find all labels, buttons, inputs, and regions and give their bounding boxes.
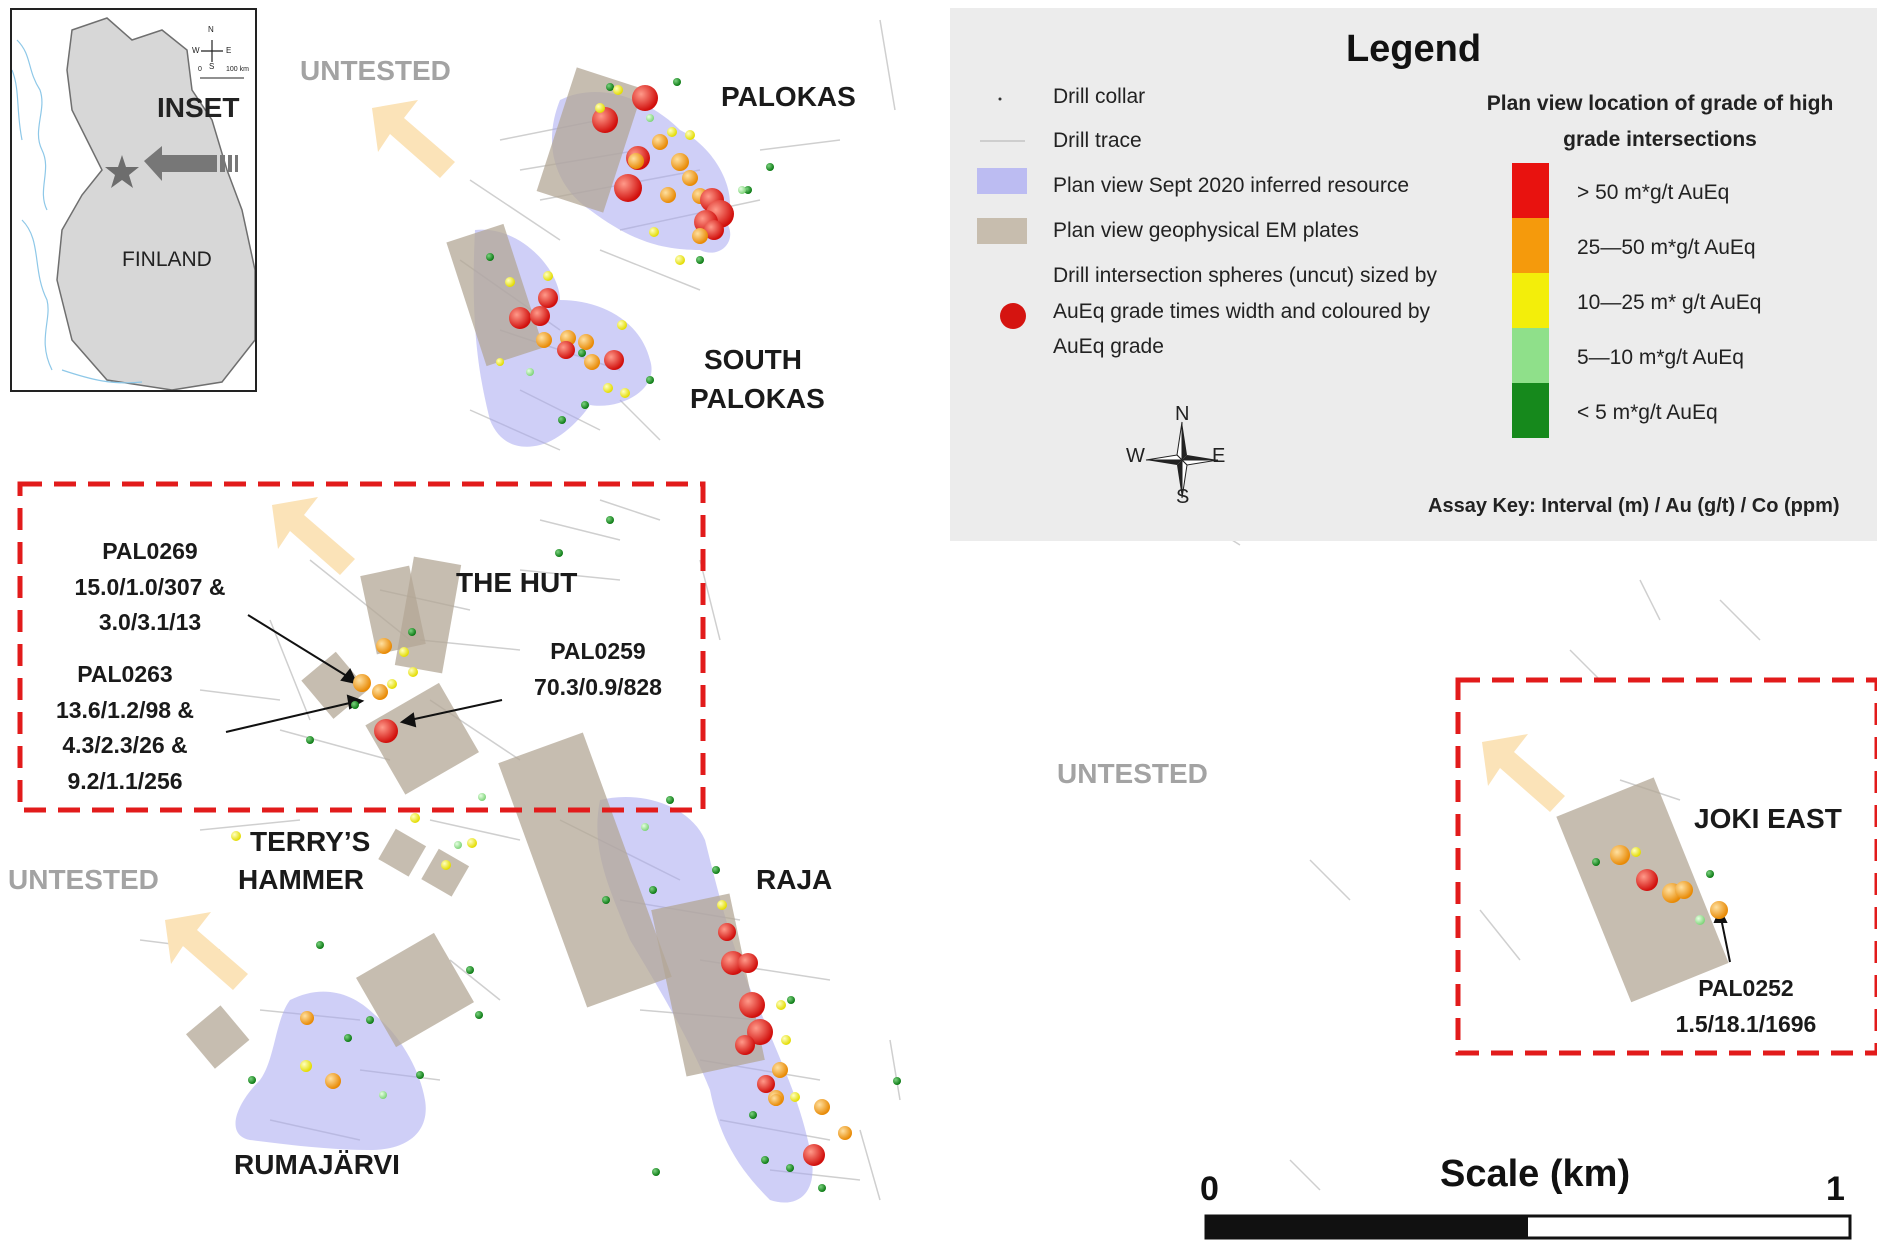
compass-s: S bbox=[1176, 486, 1190, 508]
inset-compass-w: W bbox=[192, 46, 200, 55]
legend-resource-label: Plan view Sept 2020 inferred resource bbox=[1053, 174, 1410, 197]
grade-label-25-50: 25—50 m*g/t AuEq bbox=[1577, 236, 1756, 259]
prospect-raja: RAJA bbox=[756, 864, 833, 895]
assay-pal0259: PAL0259 70.3/0.9/828 bbox=[508, 638, 688, 701]
grade-swatch-lt5 bbox=[1512, 383, 1549, 438]
grade-label-10-25: 10—25 m* g/t AuEq bbox=[1577, 291, 1762, 314]
assay-pal0263-line1: 13.6/1.2/98 & bbox=[55, 696, 195, 723]
assay-pal0252-hole: PAL0252 bbox=[1698, 975, 1794, 1001]
legend-trace-label: Drill trace bbox=[1053, 129, 1142, 152]
legend-compass bbox=[1145, 421, 1219, 499]
legend-collar-symbol bbox=[998, 97, 1002, 101]
star-marker bbox=[105, 155, 139, 188]
grade-swatch-5-10 bbox=[1512, 328, 1549, 383]
legend-collar-label: Drill collar bbox=[1053, 85, 1146, 108]
prospect-the-hut: THE HUT bbox=[456, 567, 578, 598]
assay-pal0269-hole: PAL0269 bbox=[102, 538, 198, 564]
inset-map: N S W E 0 100 km INSET FINLAND bbox=[10, 8, 257, 392]
compass-w: W bbox=[1126, 445, 1145, 467]
legend-em-swatch bbox=[977, 218, 1027, 244]
legend-spheres-label-3: AuEq grade bbox=[1053, 335, 1164, 358]
grade-label-lt5: < 5 m*g/t AuEq bbox=[1577, 401, 1718, 424]
scale-title: Scale (km) bbox=[1440, 1153, 1631, 1195]
scale-bar bbox=[1204, 1214, 1852, 1240]
drill-collars bbox=[248, 78, 1714, 1192]
legend-large-sphere bbox=[1000, 303, 1026, 329]
assay-pal0259-line1: 70.3/0.9/828 bbox=[534, 673, 662, 700]
prospect-terrys-hammer-2: HAMMER bbox=[238, 864, 364, 895]
untested-arrows bbox=[165, 100, 1565, 990]
finland-outline bbox=[12, 10, 255, 390]
assay-pal0263: PAL0263 13.6/1.2/98 & 4.3/2.3/26 & 9.2/1… bbox=[30, 661, 220, 795]
untested-label-east: UNTESTED bbox=[1057, 758, 1208, 789]
prospect-terrys-hammer-1: TERRY’S bbox=[250, 826, 371, 857]
assay-pal0263-line2: 4.3/2.3/26 & bbox=[62, 732, 188, 759]
compass-e: E bbox=[1212, 445, 1226, 467]
grade-heading-1: Plan view location of grade of high bbox=[1486, 92, 1834, 115]
legend-small-sphere bbox=[975, 313, 985, 323]
prospect-south-palokas-1: SOUTH bbox=[704, 344, 802, 375]
scale-start: 0 bbox=[1200, 1170, 1219, 1208]
inset-compass bbox=[201, 40, 223, 62]
inset-arrow bbox=[144, 146, 217, 181]
legend-spheres-label-2: AuEq grade times width and coloured by bbox=[1053, 300, 1431, 323]
assay-pal0252: PAL0252 1.5/18.1/1696 bbox=[1656, 975, 1836, 1038]
untested-label-west: UNTESTED bbox=[8, 864, 159, 895]
inset-compass-n: N bbox=[208, 25, 214, 34]
assay-pal0263-line3: 9.2/1.1/256 bbox=[67, 767, 183, 794]
inset-country: FINLAND bbox=[122, 248, 212, 271]
legend-resource-swatch bbox=[977, 168, 1027, 194]
prospect-rumajarvi: RUMAJÄRVI bbox=[234, 1149, 400, 1180]
legend-title: Legend bbox=[1345, 28, 1482, 70]
assay-pal0269-line1: 15.0/1.0/307 & bbox=[74, 573, 226, 600]
inset-title: INSET bbox=[157, 92, 240, 123]
highlight-boxes bbox=[17, 481, 1877, 1056]
intersection-spheres bbox=[231, 85, 1728, 1166]
inset-scale-start: 0 bbox=[198, 66, 202, 73]
legend-symbols bbox=[975, 97, 1219, 499]
assay-pal0252-line1: 1.5/18.1/1696 bbox=[1675, 1010, 1817, 1037]
assay-pal0269-line2: 3.0/3.1/13 bbox=[98, 609, 202, 636]
assay-pal0263-hole: PAL0263 bbox=[77, 661, 173, 687]
grade-swatch-gt50 bbox=[1512, 163, 1549, 218]
prospect-palokas: PALOKAS bbox=[721, 81, 856, 112]
callout-arrows bbox=[225, 614, 1731, 963]
grade-swatch-25-50 bbox=[1512, 218, 1549, 273]
assay-pal0269: PAL0269 15.0/1.0/307 & 3.0/3.1/13 bbox=[55, 538, 245, 637]
grade-label-5-10: 5—10 m*g/t AuEq bbox=[1577, 346, 1744, 369]
inset-compass-s: S bbox=[209, 62, 215, 71]
prospect-joki-east: JOKI EAST bbox=[1694, 803, 1842, 834]
inset-scale-end: 100 km bbox=[226, 66, 249, 73]
legend-panel: Legend Drill collar Drill trace Plan vie… bbox=[950, 8, 1877, 541]
compass-n: N bbox=[1175, 403, 1190, 425]
untested-label-north: UNTESTED bbox=[300, 55, 451, 86]
prospect-south-palokas-2: PALOKAS bbox=[690, 383, 825, 414]
grade-swatch-10-25 bbox=[1512, 273, 1549, 328]
scale-end: 1 bbox=[1826, 1170, 1845, 1208]
assay-key: Assay Key: Interval (m) / Au (g/t) / Co … bbox=[1428, 495, 1840, 517]
assay-pal0259-hole: PAL0259 bbox=[550, 638, 646, 664]
inset-compass-e: E bbox=[226, 46, 232, 55]
legend-em-label: Plan view geophysical EM plates bbox=[1053, 219, 1359, 242]
grade-heading-2: grade intersections bbox=[1563, 128, 1757, 151]
grade-label-gt50: > 50 m*g/t AuEq bbox=[1577, 181, 1730, 204]
legend-spheres-label-1: Drill intersection spheres (uncut) sized… bbox=[1053, 264, 1437, 287]
